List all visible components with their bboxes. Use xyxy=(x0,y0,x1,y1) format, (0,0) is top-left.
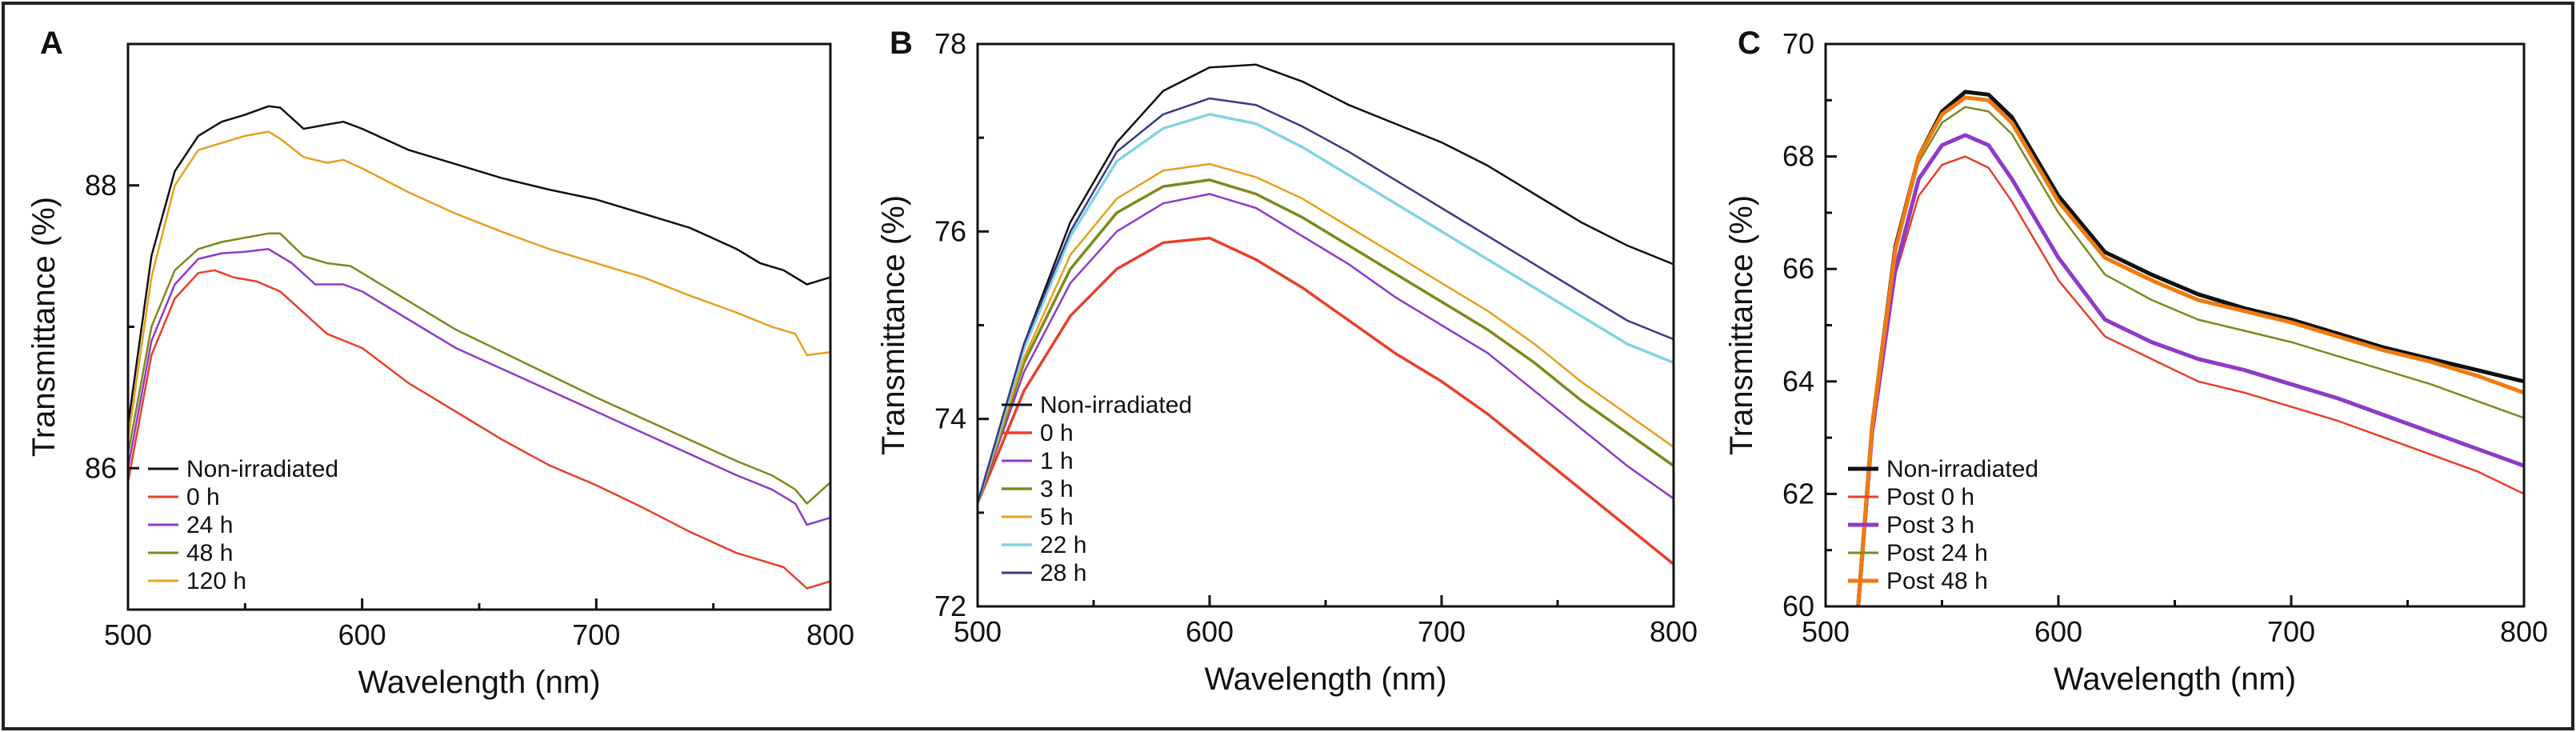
panel-letter: B xyxy=(890,26,913,61)
series-line-28-h xyxy=(978,97,1674,505)
legend-label: Post 3 h xyxy=(1886,512,1974,538)
series-line-post-48-h xyxy=(1856,95,2524,606)
y-axis-title: Transmittance (%) xyxy=(26,197,62,457)
panel-b: B 500 600 700 800 72 74 76 78 Wavelength (nm) Tran… xyxy=(876,26,1698,697)
y-tick-label: 60 xyxy=(1782,590,1814,622)
legend-label: Post 24 h xyxy=(1886,540,1988,566)
legend-label: Post 0 h xyxy=(1886,484,1974,510)
legend-label: 22 h xyxy=(1040,532,1086,558)
series-line-22-h xyxy=(978,113,1674,505)
plot-frame xyxy=(976,42,1675,608)
panels: A 500 600 700 800 86 88 Wavelength (nm) Transmit… xyxy=(26,26,2548,700)
x-tick-label: 500 xyxy=(104,618,152,651)
series-line-0-h xyxy=(978,236,1674,566)
panel-c: C 500 600 700 800 60 62 64 66 68 70 Wavelength (nm)… xyxy=(1724,26,2548,697)
series-line-non-irradiated xyxy=(128,105,830,427)
x-tick-label: 800 xyxy=(806,618,854,651)
legend-label: Non-irradiated xyxy=(1040,392,1192,418)
series-line-24-h xyxy=(128,248,830,526)
series-line-post-24-h xyxy=(1857,106,2524,606)
series-line-5-h xyxy=(978,162,1674,505)
x-tick-label: 600 xyxy=(2034,615,2082,648)
x-axis-title: Wavelength (nm) xyxy=(1204,662,1446,697)
y-axis-title: Transmittance (%) xyxy=(876,195,911,455)
legend-label: 3 h xyxy=(1040,476,1074,502)
legend-label: 5 h xyxy=(1040,504,1074,530)
y-tick-label: 76 xyxy=(934,214,966,247)
y-tick-label: 72 xyxy=(934,590,966,622)
plot-frame xyxy=(126,42,832,611)
legend-label: Non-irradiated xyxy=(1886,456,2038,482)
series-line-3-h xyxy=(978,178,1674,505)
panel-a: A 500 600 700 800 86 88 Wavelength (nm) Transmit… xyxy=(26,26,854,700)
x-tick-label: 700 xyxy=(2267,615,2315,648)
x-tick-label: 600 xyxy=(338,618,386,651)
panel-letter: A xyxy=(40,26,63,61)
series-line-post-0-h xyxy=(1857,155,2524,606)
series-group xyxy=(1856,90,2524,606)
series-group xyxy=(128,105,830,590)
y-axis-title: Transmittance (%) xyxy=(1724,195,1759,455)
series-group xyxy=(978,63,1674,566)
x-tick-label: 500 xyxy=(1802,615,1850,648)
y-tick-label: 64 xyxy=(1782,365,1814,398)
legend-label: 0 h xyxy=(186,484,220,510)
series-line-0-h xyxy=(128,269,830,590)
legend-label: 120 h xyxy=(186,568,246,594)
legend-label: 24 h xyxy=(186,512,233,538)
legend-label: 48 h xyxy=(186,540,233,566)
x-tick-label: 800 xyxy=(1650,615,1698,648)
y-tick-label: 88 xyxy=(85,169,117,202)
x-tick-label: 800 xyxy=(2500,615,2548,648)
panel-letter: C xyxy=(1738,26,1761,61)
series-line-48-h xyxy=(128,232,830,505)
series-line-1-h xyxy=(978,193,1674,505)
y-tick-label: 62 xyxy=(1782,477,1814,510)
y-tick-label: 78 xyxy=(934,27,966,60)
series-line-120-h xyxy=(128,130,830,442)
x-tick-label: 500 xyxy=(954,615,1002,648)
y-tick-label: 86 xyxy=(85,451,117,484)
legend-label: Post 48 h xyxy=(1886,568,1988,594)
series-line-non-irradiated xyxy=(978,63,1674,505)
y-tick-label: 70 xyxy=(1782,27,1814,60)
y-tick-label: 66 xyxy=(1782,252,1814,285)
x-tick-label: 600 xyxy=(1186,615,1234,648)
y-tick-label: 74 xyxy=(934,402,966,435)
legend-label: 0 h xyxy=(1040,420,1074,446)
legend-label: 1 h xyxy=(1040,448,1074,474)
x-tick-label: 700 xyxy=(572,618,620,651)
series-line-post-3-h xyxy=(1856,133,2524,606)
x-axis-title: Wavelength (nm) xyxy=(2054,662,2296,697)
x-tick-label: 700 xyxy=(1418,615,1466,648)
x-axis-title: Wavelength (nm) xyxy=(358,665,600,700)
legend-label: Non-irradiated xyxy=(186,456,338,482)
y-tick-label: 68 xyxy=(1782,140,1814,173)
legend-label: 28 h xyxy=(1040,560,1086,586)
